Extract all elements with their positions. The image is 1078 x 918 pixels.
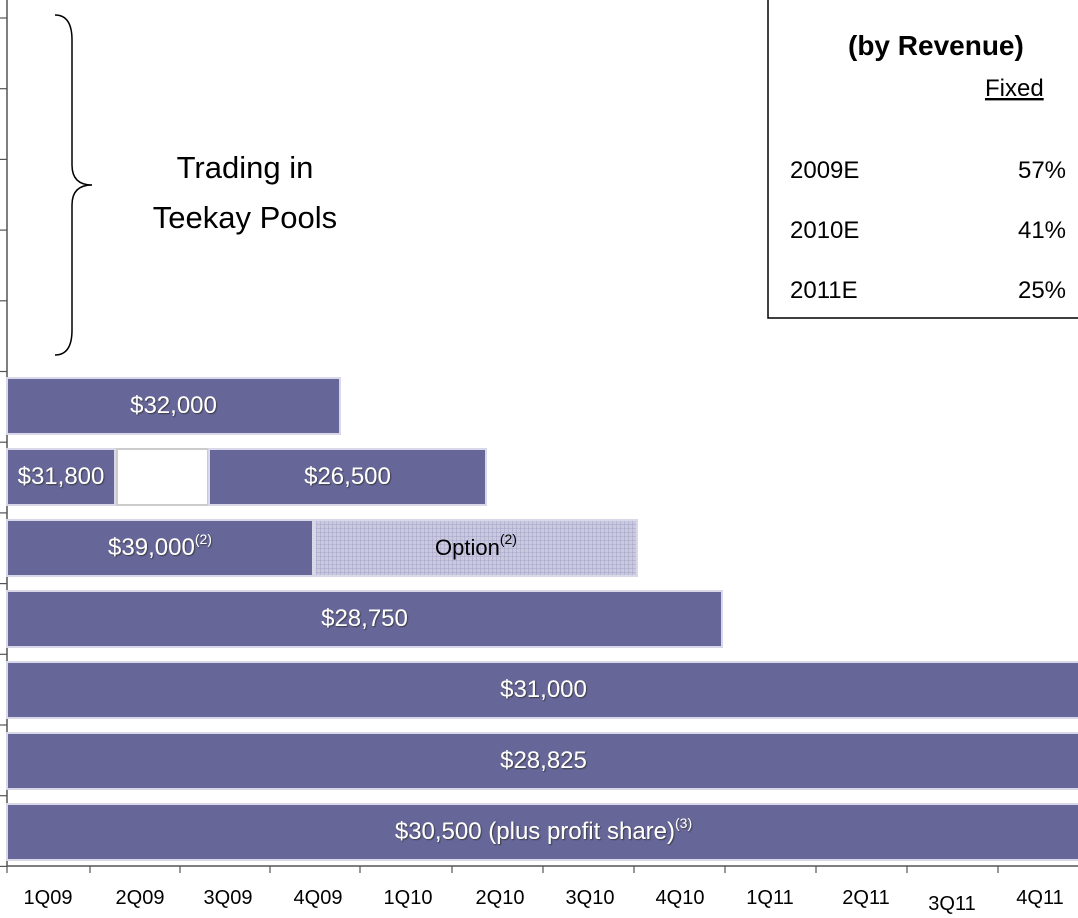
- bar-label-text: Option: [435, 535, 500, 560]
- quarter-label: 2Q10: [476, 887, 525, 909]
- quarter-label: 3Q11: [928, 893, 975, 915]
- bar-label-text: $28,825: [500, 747, 587, 774]
- bars: $32,000$31,800 $26,500$39,000(2) Option(2)…: [6, 377, 1078, 861]
- table-title: (by Revenue): [848, 30, 1024, 61]
- brace-label: Teekay Pools: [153, 200, 337, 235]
- bar: [6, 803, 1078, 861]
- row-year: 2011E: [790, 277, 858, 304]
- gap-box: [116, 448, 209, 506]
- row-year: 2010E: [790, 217, 859, 244]
- brace-label: Trading in: [177, 150, 314, 185]
- bar-label: $26,500: [304, 463, 391, 490]
- bar-label-note: (2): [195, 531, 212, 547]
- bar-label: Option(2): [435, 531, 517, 560]
- bar-label: $30,500 (plus profit share)(3): [395, 815, 692, 846]
- row-year: 2009E: [790, 157, 859, 184]
- bar: [208, 448, 487, 506]
- row-value: 25%: [1018, 277, 1066, 304]
- ticks: [0, 17, 999, 873]
- bar-label: $28,825: [500, 747, 587, 774]
- bar-label-text: $31,800: [18, 463, 105, 490]
- brace: [54, 14, 93, 356]
- bar-label: $39,000(2): [108, 531, 212, 562]
- bar-label-text: $31,000: [500, 676, 587, 703]
- bar-label: $32,000: [130, 392, 217, 419]
- bar-label: $31,800: [18, 463, 105, 490]
- quarter-label: 2Q09: [116, 887, 165, 909]
- bar: [6, 661, 1078, 719]
- bar-label: $31,000: [500, 676, 587, 703]
- row-value: 57%: [1018, 157, 1066, 184]
- bar-label-note: (2): [500, 531, 517, 547]
- bar: [6, 590, 723, 648]
- bar-label-text: $32,000: [130, 392, 217, 419]
- bar-label-text: $39,000: [108, 534, 195, 561]
- quarter-label: 4Q11: [1016, 887, 1063, 909]
- column-header: Fixed: [985, 75, 1044, 102]
- quarter-label: 1Q10: [384, 887, 433, 909]
- quarter-label: 2Q11: [842, 887, 889, 909]
- bar: [6, 732, 1078, 790]
- option-bar: [314, 519, 638, 577]
- quarter-label: 4Q09: [294, 887, 343, 909]
- table-rows: 2009E 57% 2010E 41% 2011E 25%: [790, 157, 1066, 304]
- summary-box: [767, 0, 1078, 319]
- bar: [6, 519, 314, 577]
- bar-label: $28,750: [321, 605, 408, 632]
- bar: [6, 448, 116, 506]
- quarter-label: 1Q09: [24, 887, 73, 909]
- quarter-labels: 1Q09 2Q09 3Q09 4Q09 1Q10 2Q10 3Q10 4Q10 1Q11 2Q11…: [24, 887, 1064, 915]
- bar-label-text: $26,500: [304, 463, 391, 490]
- bar-label-text: $28,750: [321, 605, 408, 632]
- row-value: 41%: [1018, 217, 1066, 244]
- bar-label-note: (3): [675, 815, 692, 831]
- quarter-label: 3Q09: [204, 887, 253, 909]
- quarter-label: 3Q10: [566, 887, 615, 909]
- bar: [6, 377, 341, 435]
- bar-label-text: $30,500 (plus profit share): [395, 818, 675, 845]
- quarter-label: 4Q10: [656, 887, 705, 909]
- quarter-label: 1Q11: [746, 887, 793, 909]
